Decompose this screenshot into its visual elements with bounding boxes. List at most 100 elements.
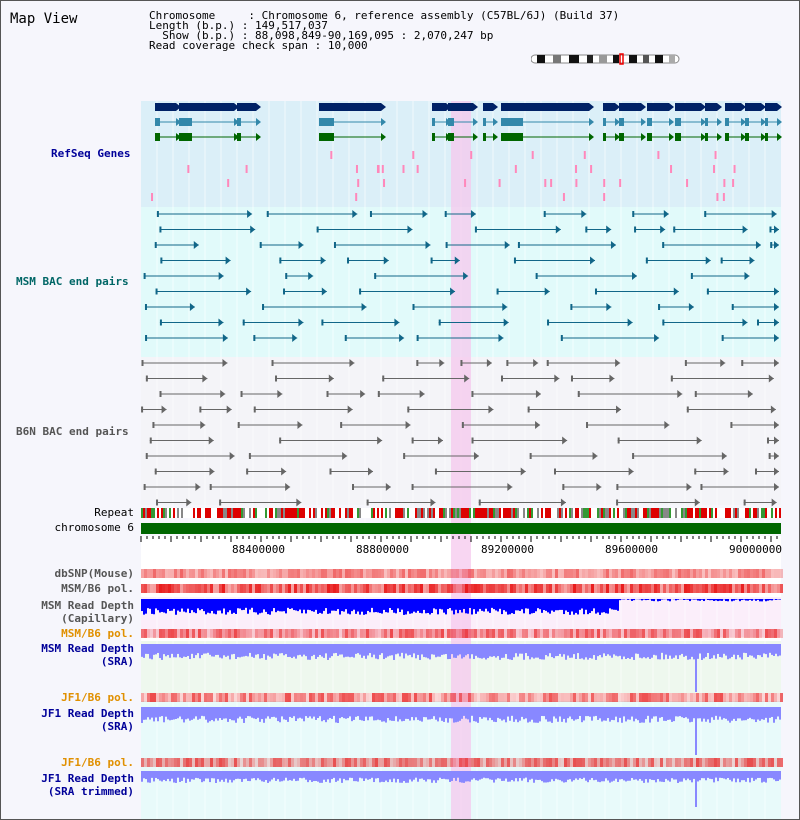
b6n-bac-pair-end (145, 453, 148, 459)
b6n-bac-pair-end (684, 360, 687, 366)
depth-bar (645, 771, 647, 780)
heat-cell (522, 629, 525, 638)
depth-bar (697, 771, 699, 782)
depth-bar (233, 707, 235, 721)
depth-bar (559, 644, 561, 654)
heat-cell (651, 629, 654, 638)
heat-cell (501, 629, 504, 638)
depth-bar (579, 707, 581, 716)
depth-bar (441, 599, 443, 610)
heat-cell (567, 629, 570, 638)
depth-bar (423, 707, 425, 718)
depth-bar (723, 644, 725, 654)
heat-cell (345, 584, 348, 593)
repeat-element (299, 508, 301, 518)
transcript-tick (412, 151, 415, 159)
repeat-element (383, 508, 385, 518)
chromosome-ideogram[interactable] (531, 53, 683, 65)
heat-cell (639, 569, 642, 578)
b6n-bac-pair-end (615, 359, 621, 367)
heat-cell (750, 693, 753, 702)
depth-bar (149, 599, 151, 609)
repeat-element (343, 508, 345, 518)
heat-cell (708, 584, 711, 593)
depth-bar (207, 707, 209, 723)
b6n-bac-pair-end (329, 468, 332, 475)
depth-bar (529, 771, 531, 780)
heat-cell (315, 584, 318, 593)
heat-cell (450, 584, 453, 593)
repeat-element (537, 508, 539, 518)
msm-bac-pair-end (706, 288, 709, 295)
repeat-element (323, 508, 325, 518)
depth-bar (205, 707, 207, 720)
depth-bar (219, 644, 221, 658)
heat-cell (732, 629, 735, 638)
heat-cell (306, 569, 309, 578)
heat-cell (579, 569, 582, 578)
depth-bar (447, 599, 449, 610)
depth-bar (545, 599, 547, 611)
depth-bar (463, 707, 465, 716)
heat-cell (255, 629, 258, 638)
depth-bar (539, 599, 541, 610)
depth-bar (479, 771, 481, 780)
depth-bar (467, 644, 469, 655)
repeat-element (747, 508, 749, 518)
heat-cell (435, 758, 438, 767)
heat-cell (339, 693, 342, 702)
heat-cell (756, 569, 759, 578)
depth-bar (241, 707, 243, 719)
heat-cell (504, 584, 507, 593)
heat-cell (195, 584, 198, 593)
repeat-element (269, 508, 271, 518)
heat-cell (363, 584, 366, 593)
heat-cell (513, 584, 516, 593)
depth-bar (221, 599, 223, 614)
repeat-element (185, 508, 187, 518)
depth-bar (667, 707, 669, 720)
heat-cell (498, 584, 501, 593)
heat-cell (657, 758, 660, 767)
depth-bar (255, 599, 257, 613)
b6n-bac-pair-end (159, 391, 162, 397)
heat-cell (369, 569, 372, 578)
gene-exon (237, 118, 241, 126)
depth-bar (199, 644, 201, 659)
depth-bar (701, 644, 703, 660)
depth-bar (547, 644, 549, 657)
heat-cell (570, 584, 573, 593)
repeat-element (175, 508, 177, 518)
repeat-element (663, 508, 665, 518)
depth-bar (659, 644, 661, 660)
heat-cell (654, 693, 657, 702)
gene-exon (483, 118, 486, 126)
repeat-element (545, 508, 547, 518)
depth-bar (339, 707, 341, 719)
chromosome-label-track: chromosome 6 (54, 521, 134, 534)
repeat-element (195, 508, 197, 518)
repeat-element (631, 508, 633, 518)
heat-cell (330, 758, 333, 767)
depth-bar (297, 771, 299, 781)
repeat-element (599, 508, 601, 518)
depth-bar (719, 644, 721, 657)
heat-cell (267, 584, 270, 593)
heat-cell (165, 584, 168, 593)
depth-bar (703, 599, 705, 602)
gene-strand-arrow (641, 103, 646, 111)
depth-bar (147, 771, 149, 783)
depth-bar (155, 771, 157, 778)
depth-bar (623, 771, 625, 781)
heat-cell (291, 629, 294, 638)
repeat-element (167, 508, 169, 518)
depth-bar (201, 771, 203, 783)
depth-bar (141, 771, 143, 782)
depth-bar (539, 771, 541, 780)
transcript-tick (355, 165, 358, 173)
depth-bar (495, 599, 497, 611)
depth-bar (175, 771, 177, 783)
depth-bar (427, 771, 429, 780)
b6n-bac-pair-end (326, 391, 329, 397)
